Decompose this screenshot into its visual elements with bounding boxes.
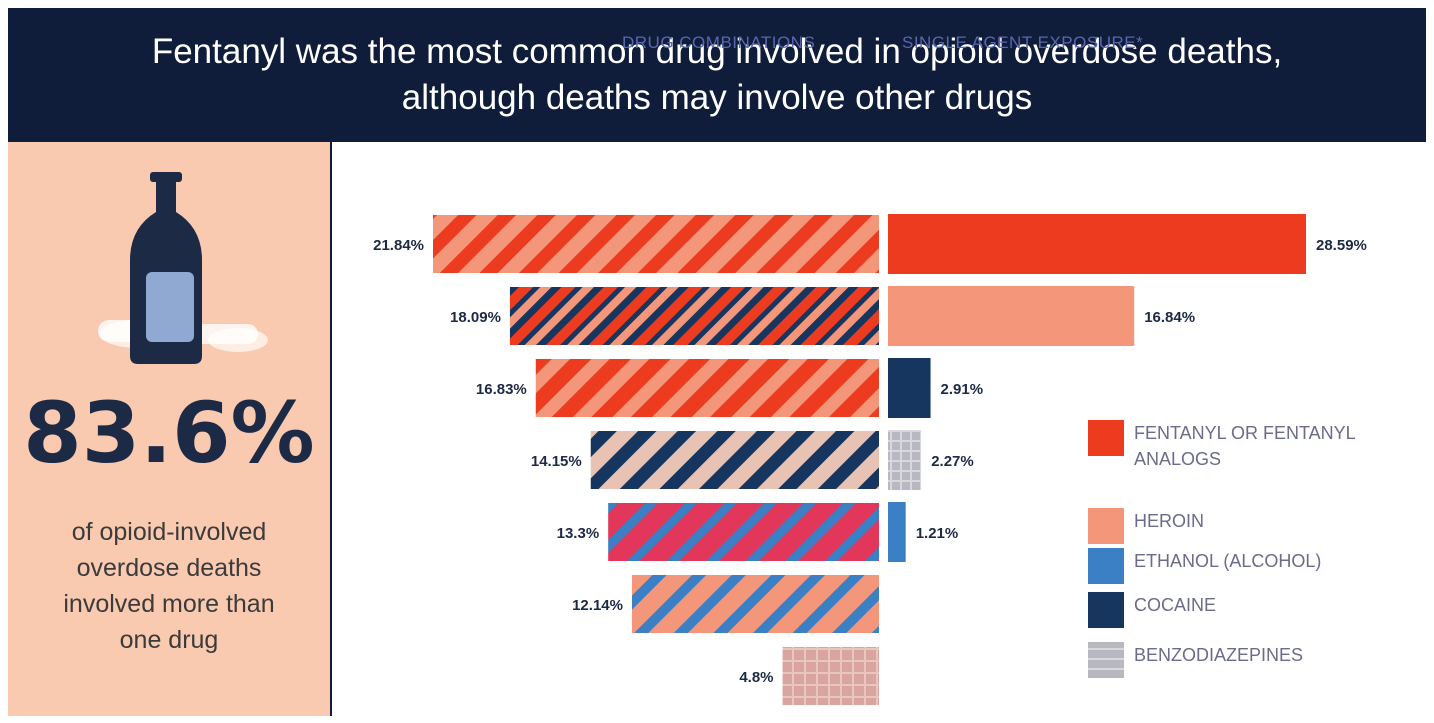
legend-swatch xyxy=(1088,592,1124,628)
legend-swatch xyxy=(1088,508,1124,544)
bottle-icon xyxy=(98,172,268,364)
combination-bar xyxy=(606,501,882,563)
combination-label: 12.14% xyxy=(572,597,623,614)
combination-label: 18.09% xyxy=(450,309,501,326)
combination-bar xyxy=(533,357,881,419)
combination-label: 4.8% xyxy=(739,669,773,686)
combination-bar xyxy=(780,645,881,707)
legend-item: BENZODIAZEPINES xyxy=(1088,642,1374,678)
legend-item: ETHANOL (ALCOHOL) xyxy=(1088,548,1374,584)
stat-percentage: 83.6% xyxy=(23,384,315,482)
legend-label: FENTANYL OR FENTANYL ANALOGS xyxy=(1134,423,1356,469)
legend-label: BENZODIAZEPINES xyxy=(1134,645,1304,665)
combination-bar xyxy=(588,429,881,491)
left-panel: 83.6% of opioid-involved overdose deaths… xyxy=(8,142,330,716)
combination-label: 14.15% xyxy=(531,453,582,470)
stat-description: of opioid-involved overdose deaths invol… xyxy=(63,518,275,654)
combination-label: 21.84% xyxy=(373,237,424,254)
single-agent-label: 28.59% xyxy=(1316,237,1367,254)
single-agent-label: 2.27% xyxy=(931,453,974,470)
combination-bar xyxy=(629,573,881,635)
single-agent-label: 16.84% xyxy=(1144,309,1195,326)
single-agent-bar xyxy=(888,430,922,490)
single-agent-bar xyxy=(888,502,906,562)
legend-swatch xyxy=(1088,420,1124,456)
legend-item: COCAINE xyxy=(1088,592,1374,628)
legend-item: HEROIN xyxy=(1088,508,1374,544)
single-agent-bar xyxy=(888,358,931,418)
legend-swatch xyxy=(1088,548,1124,584)
legend-label: HEROIN xyxy=(1134,511,1205,531)
legend-label: ETHANOL (ALCOHOL) xyxy=(1134,551,1322,571)
column-header-single: SINGLE AGENT EXPOSURE* xyxy=(902,33,1144,52)
combination-bar xyxy=(507,285,881,347)
single-agent-label: 2.91% xyxy=(941,381,984,398)
legend-label: COCAINE xyxy=(1134,595,1217,615)
column-header-combinations: DRUG COMBINATIONS xyxy=(622,33,816,52)
chart-title: Fentanyl was the most common drug involv… xyxy=(151,32,1283,117)
single-agent-label: 1.21% xyxy=(916,525,959,542)
combination-bar xyxy=(431,213,881,275)
single-agent-bar xyxy=(888,286,1135,346)
legend-swatch xyxy=(1088,642,1124,678)
header-banner: Fentanyl was the most common drug involv… xyxy=(8,8,1426,142)
combination-label: 13.3% xyxy=(557,525,600,542)
legend-item: FENTANYL OR FENTANYL ANALOGS xyxy=(1088,420,1374,472)
single-agent-bar xyxy=(888,214,1306,274)
combination-label: 16.83% xyxy=(476,381,527,398)
